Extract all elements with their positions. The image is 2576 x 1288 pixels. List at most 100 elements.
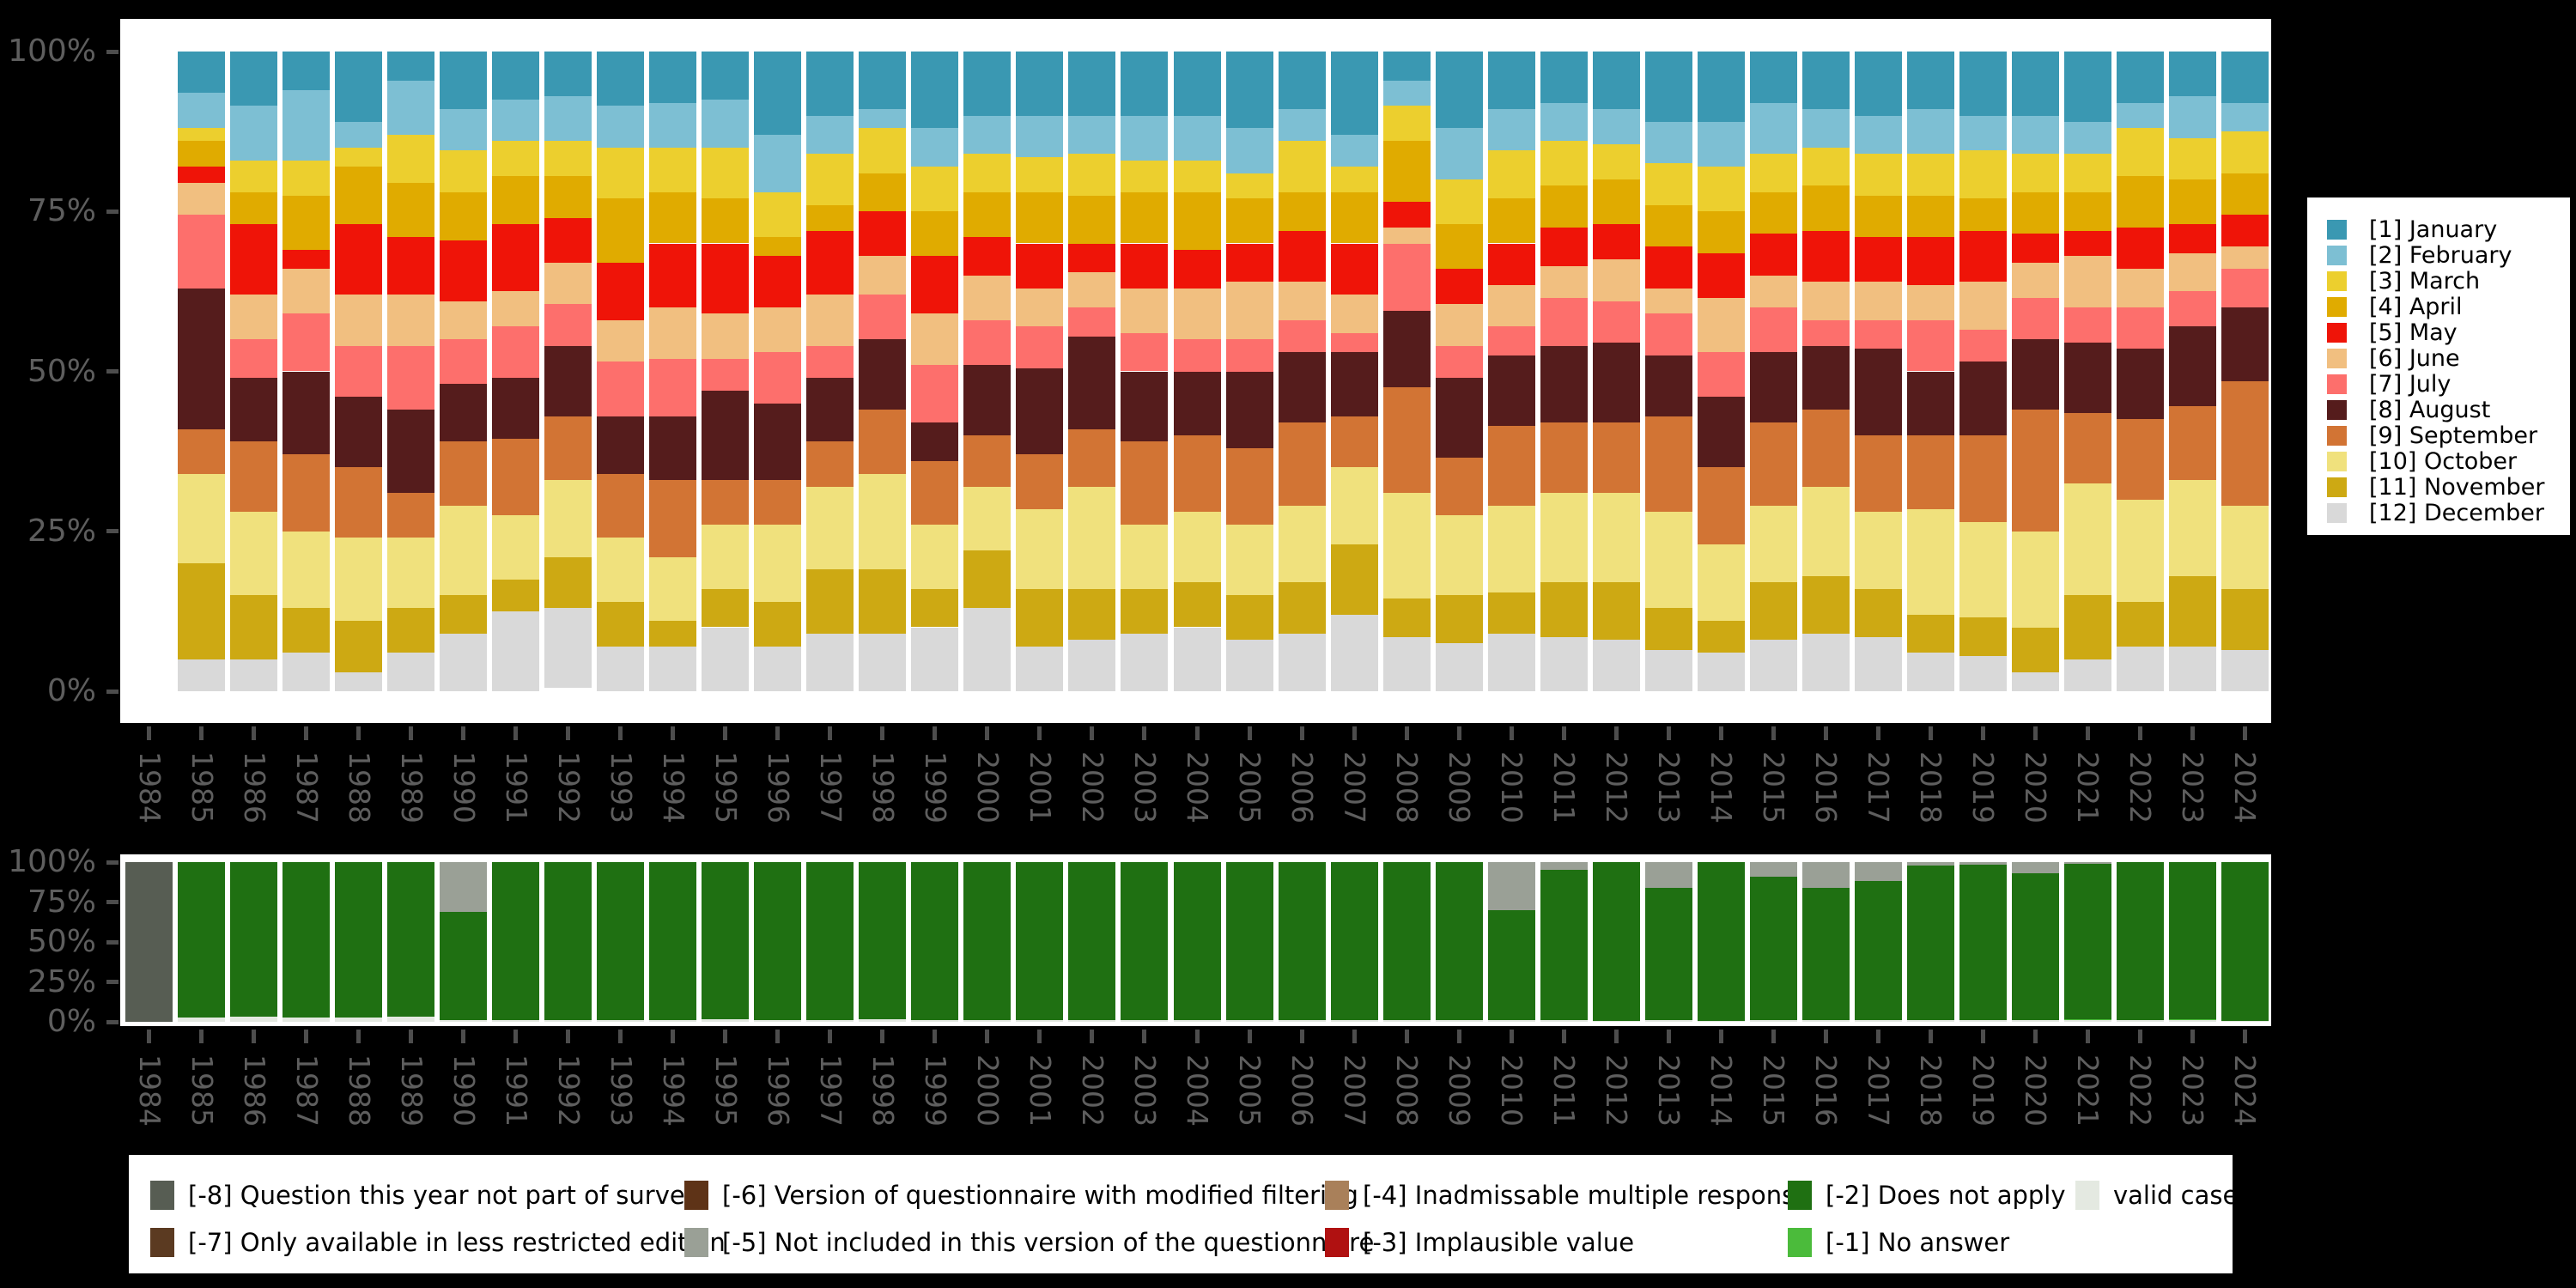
bar-segment [1644, 163, 1692, 205]
bar-segment [283, 313, 331, 372]
bar-segment [1225, 640, 1273, 691]
bar-segment [1435, 643, 1483, 691]
bar-segment [283, 454, 331, 532]
missing-legend-item: [-1] No answer [1788, 1228, 2009, 1257]
bar-segment [1016, 862, 1064, 1021]
legend-swatch [2327, 425, 2347, 446]
bar-segment [1330, 243, 1378, 295]
bar-segment [335, 671, 383, 691]
bar-segment [1121, 243, 1169, 289]
bar-segment [1749, 102, 1797, 155]
bar-segment [440, 191, 488, 240]
x-axis-year-label: 2014 [1704, 751, 1739, 823]
bar-segment [492, 515, 540, 580]
bar-segment [911, 313, 959, 366]
x-axis-tick [513, 726, 519, 740]
missing-legend-item: [-5] Not included in this version of the… [684, 1228, 1374, 1257]
x-axis-tick [1299, 1030, 1304, 1043]
bar-segment [283, 160, 331, 196]
x-axis-tick [618, 726, 623, 740]
bar-segment [1749, 234, 1797, 276]
x-axis-year-label: 2013 [1652, 1054, 1686, 1127]
x-axis-tick [1980, 726, 1985, 740]
legend-label: [-7] Only available in less restricted e… [188, 1228, 726, 1257]
bar-segment [2221, 380, 2269, 506]
bar-segment [1592, 224, 1640, 260]
missing-legend-item: [-4] Inadmissable multiple response [1325, 1181, 1810, 1210]
bar-segment [2063, 121, 2111, 155]
bar-segment [1906, 52, 1954, 110]
bar-segment [2168, 52, 2216, 97]
bar-segment [1016, 156, 1064, 192]
x-axis-year-label: 2014 [1704, 1054, 1739, 1127]
bar-segment [283, 195, 331, 250]
bar-segment [230, 52, 278, 106]
bar-segment [544, 176, 592, 218]
bar-segment [2221, 862, 2269, 1022]
bar-segment [1173, 249, 1221, 289]
bar-segment [597, 361, 645, 416]
bar-segment [754, 646, 802, 691]
bar-segment [702, 862, 750, 1020]
y-axis-tick [106, 980, 118, 984]
x-axis-year-label: 2023 [2176, 751, 2210, 823]
bar-segment [1540, 141, 1588, 186]
legend-swatch [2075, 1181, 2099, 1210]
bar-segment [283, 371, 331, 455]
bar-segment [2063, 1020, 2111, 1022]
bar-segment [1016, 368, 1064, 455]
bar-segment [1854, 115, 1902, 155]
bar-segment [1749, 876, 1797, 1021]
bar-segment [440, 339, 488, 385]
missing-legend-item: [-8] Question this year not part of surv… [150, 1181, 700, 1210]
bar-segment [283, 608, 331, 653]
bar-segment [754, 1020, 802, 1022]
bar-segment [1173, 627, 1221, 691]
x-axis-tick [199, 1030, 204, 1043]
bar-segment [1278, 282, 1326, 320]
bar-segment [1854, 282, 1902, 320]
bar-segment [1854, 52, 1902, 116]
bar-segment [1435, 345, 1483, 378]
bar-segment [2168, 406, 2216, 481]
x-axis-year-label: 2005 [1233, 751, 1267, 823]
x-axis-tick [618, 1030, 623, 1043]
x-axis-year-label: 2012 [1600, 751, 1634, 823]
missing-legend-item: [-2] Does not apply [1788, 1181, 2066, 1210]
month-legend-item: [12] December [2327, 500, 2570, 526]
bar-segment [2168, 291, 2216, 327]
bar-segment [2063, 863, 2111, 1020]
bar-segment [2063, 307, 2111, 343]
y-axis-tick [106, 939, 118, 945]
bar-segment [283, 269, 331, 314]
bar-segment [1644, 355, 1692, 416]
bar-segment [1959, 1020, 2007, 1022]
bar-segment [1487, 355, 1535, 426]
y-axis-label: 75% [27, 884, 96, 920]
bar-segment [1592, 342, 1640, 423]
bar-segment [440, 633, 488, 691]
bar-segment [1278, 109, 1326, 142]
legend-swatch [2327, 374, 2347, 394]
bar-segment [178, 93, 226, 129]
y-axis-label: 0% [46, 673, 96, 708]
bar-segment [440, 384, 488, 442]
bar-segment [1959, 282, 2007, 331]
legend-label: [-3] Implausible value [1363, 1228, 1635, 1257]
bar-segment [1330, 862, 1378, 1021]
bar-segment [1540, 1020, 1588, 1022]
bar-segment [1435, 595, 1483, 644]
y-axis-label: 100% [8, 33, 96, 69]
bar-segment [2116, 1020, 2164, 1022]
bar-segment [492, 611, 540, 691]
bar-segment [1749, 582, 1797, 641]
legend-swatch [2327, 348, 2347, 368]
bar-segment [387, 410, 435, 494]
x-axis-year-label: 2000 [970, 751, 1005, 823]
bar-segment [1959, 864, 2007, 1021]
bar-segment [1906, 1020, 1954, 1022]
x-axis-year-label: 1985 [185, 1054, 219, 1127]
bar-segment [1330, 52, 1378, 135]
bar-segment [1644, 608, 1692, 650]
y-axis-tick [106, 529, 118, 534]
